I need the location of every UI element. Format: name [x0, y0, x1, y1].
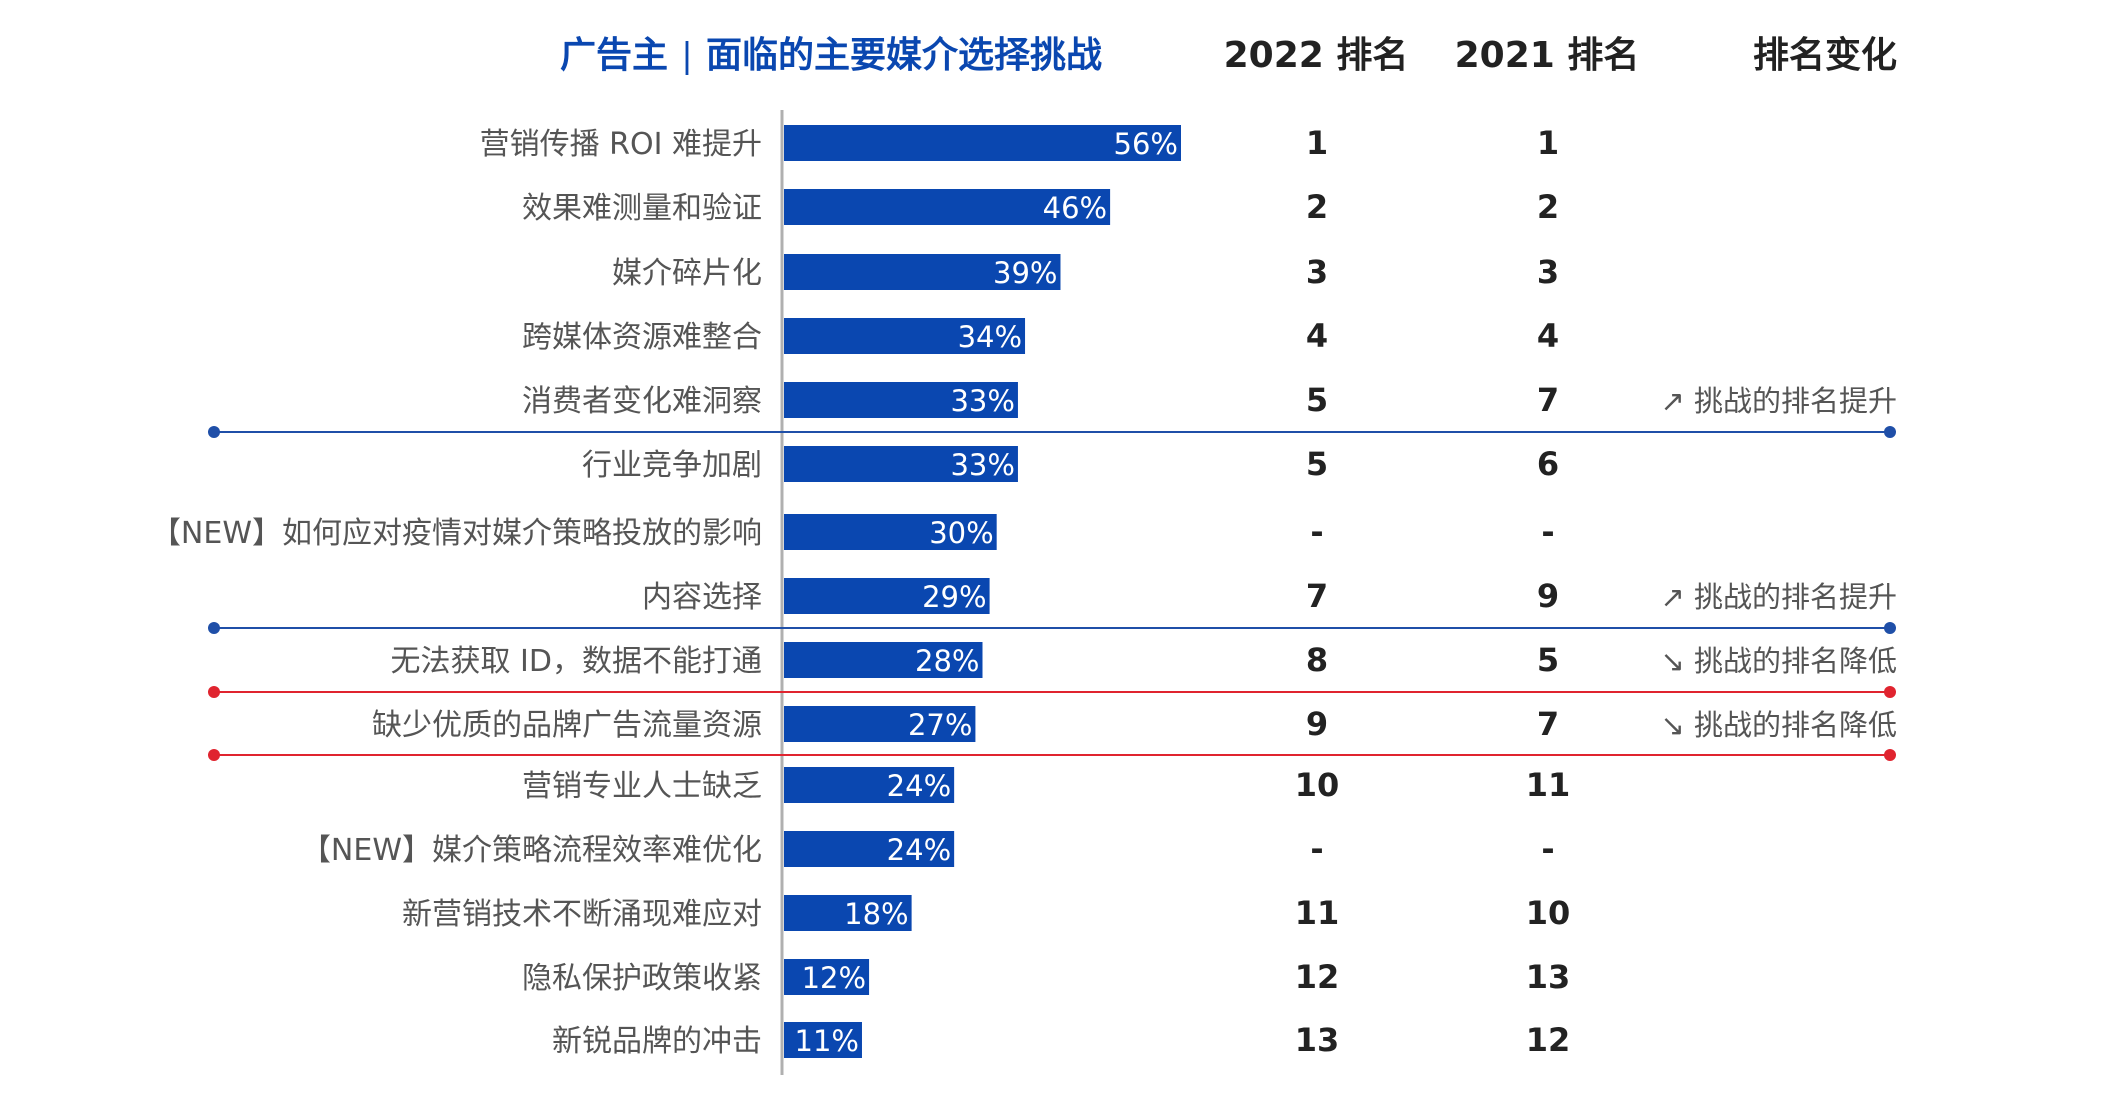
rank-2022-cell: 10 [1295, 766, 1340, 804]
bar [784, 895, 912, 931]
title-advertiser: 广告主 [560, 35, 668, 76]
title-challenges: 面临的主要媒介选择挑战 [706, 35, 1102, 76]
rank-2021-cell: 11 [1526, 766, 1571, 804]
rank-2022-cell: 11 [1295, 894, 1340, 932]
bar [784, 1022, 862, 1058]
bar [784, 959, 870, 995]
category-label: 营销传播 ROI 难提升 [480, 127, 762, 162]
rank-2021-cell: 13 [1526, 958, 1571, 996]
rank-2021-cell: 7 [1537, 381, 1559, 419]
rank-change-line-endpoint [1884, 686, 1896, 698]
category-label: 效果难测量和验证 [522, 191, 762, 226]
rank-2021-cell: 5 [1537, 641, 1559, 679]
category-label: 媒介碎片化 [612, 256, 762, 291]
rank-2022-cell: - [1310, 513, 1323, 551]
column-header-change: 排名变化 [1753, 34, 1897, 76]
bar-value-label: 11% [795, 1024, 859, 1058]
rank-2021-cell: 10 [1526, 894, 1571, 932]
bar-value-label: 30% [929, 516, 993, 550]
title-separator: | [681, 36, 692, 76]
rank-2022-cell: 4 [1306, 317, 1328, 355]
rank-2021-cell: 6 [1537, 445, 1559, 483]
bar [784, 382, 1018, 418]
rank-change-line-endpoint [208, 686, 220, 698]
rank-2022-cell: 3 [1306, 253, 1328, 291]
bar-value-label: 18% [844, 897, 908, 931]
category-label: 缺少优质的品牌广告流量资源 [372, 708, 762, 743]
rank-change-line-endpoint [208, 749, 220, 761]
bar-value-label: 46% [1043, 191, 1107, 225]
category-label: 营销专业人士缺乏 [522, 769, 762, 804]
rank-2021-cell: - [1541, 513, 1554, 551]
bar [784, 514, 997, 550]
rank-change-note: ↘ 挑战的排名降低 [1660, 708, 1897, 742]
rank-2022-cell: 2 [1306, 188, 1328, 226]
rank-2022-cell: 12 [1295, 958, 1340, 996]
rank-2022-cell: 9 [1306, 705, 1328, 743]
category-label: 【NEW】媒介策略流程效率难优化 [301, 833, 762, 868]
rank-2022-cell: - [1310, 830, 1323, 868]
bar [784, 446, 1018, 482]
rank-2022-cell: 13 [1295, 1021, 1340, 1059]
category-label: 新营销技术不断涌现难应对 [402, 897, 762, 932]
rank-2022-cell: 5 [1306, 381, 1328, 419]
rank-change-line-endpoint [1884, 749, 1896, 761]
bar-value-label: 29% [922, 580, 986, 614]
bar-value-label: 56% [1114, 127, 1178, 161]
rank-change-line-endpoint [208, 622, 220, 634]
category-label: 新锐品牌的冲击 [552, 1024, 762, 1059]
category-label: 【NEW】如何应对疫情对媒介策略投放的影响 [151, 516, 762, 551]
rank-change-note: ↘ 挑战的排名降低 [1660, 644, 1897, 678]
rank-2021-cell: 7 [1537, 705, 1559, 743]
bar [784, 125, 1181, 161]
rank-change-line-endpoint [208, 426, 220, 438]
rank-2021-cell: 9 [1537, 577, 1559, 615]
rank-2022-cell: 5 [1306, 445, 1328, 483]
rank-change-note: ↗ 挑战的排名提升 [1660, 384, 1897, 418]
rank-change-line-endpoint [1884, 426, 1896, 438]
category-label: 内容选择 [642, 580, 762, 615]
column-header-2022: 2022 排名 [1224, 35, 1409, 76]
category-label: 行业竞争加剧 [582, 448, 762, 483]
bar [784, 831, 955, 867]
bar-value-label: 33% [950, 448, 1014, 482]
bar-value-label: 33% [950, 384, 1014, 418]
category-label: 消费者变化难洞察 [522, 384, 762, 419]
rank-2022-cell: 8 [1306, 641, 1328, 679]
bar [784, 767, 955, 803]
category-label: 无法获取 ID，数据不能打通 [391, 644, 762, 679]
rank-2021-cell: 1 [1537, 124, 1559, 162]
bar-value-label: 27% [908, 708, 972, 742]
bar [784, 254, 1061, 290]
rank-2022-cell: 1 [1306, 124, 1328, 162]
bar-value-label: 24% [887, 769, 951, 803]
bar [784, 318, 1026, 354]
bar-value-label: 34% [958, 320, 1022, 354]
rank-2021-cell: 12 [1526, 1021, 1571, 1059]
rank-2021-cell: 2 [1537, 188, 1559, 226]
rank-2022-cell: 7 [1306, 577, 1328, 615]
bar [784, 642, 983, 678]
rank-2021-cell: 3 [1537, 253, 1559, 291]
column-header-2021: 2021 排名 [1455, 35, 1640, 76]
category-label: 隐私保护政策收紧 [522, 961, 762, 996]
category-label: 跨媒体资源难整合 [522, 320, 762, 355]
rank-2021-cell: 4 [1537, 317, 1559, 355]
rank-change-markers [208, 426, 1896, 761]
rank-2021-cell: - [1541, 830, 1554, 868]
rank-change-note: ↗ 挑战的排名提升 [1660, 580, 1897, 614]
bar-value-label: 12% [802, 961, 866, 995]
bar-value-label: 28% [915, 644, 979, 678]
rank-change-line-endpoint [1884, 622, 1896, 634]
bar-value-label: 39% [993, 256, 1057, 290]
bar [784, 189, 1111, 225]
bar [784, 706, 976, 742]
bar [784, 578, 990, 614]
bar-value-label: 24% [887, 833, 951, 867]
